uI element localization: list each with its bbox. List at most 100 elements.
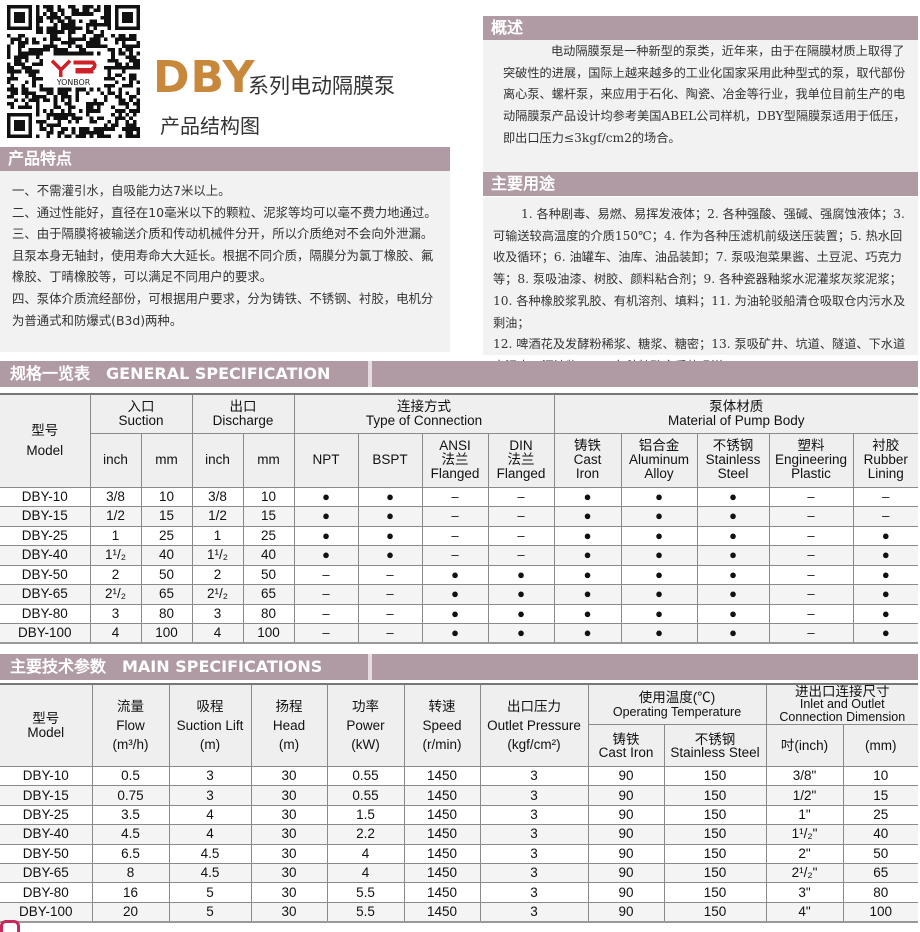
value-cell: 25 bbox=[842, 804, 919, 826]
qr-module bbox=[89, 109, 94, 113]
qr-module bbox=[68, 19, 72, 23]
qr-module bbox=[96, 37, 101, 41]
qr-module bbox=[118, 87, 123, 92]
qr-module bbox=[104, 66, 108, 70]
col-outlet-pressure: 出口压力 Outlet Pressure (kgf/cm²) bbox=[479, 683, 589, 767]
qr-module bbox=[71, 105, 76, 110]
qr-module bbox=[96, 33, 101, 38]
qr-module bbox=[96, 116, 101, 121]
value-cell: 65 bbox=[140, 584, 193, 605]
value-cell: 20 bbox=[91, 901, 170, 923]
col-speed: 转速 Speed (r/min) bbox=[403, 683, 481, 767]
header-cn: 铸铁 bbox=[612, 731, 640, 747]
qr-module bbox=[86, 130, 90, 135]
yonbor-logo-icon bbox=[50, 59, 97, 77]
qr-module bbox=[68, 15, 72, 20]
qr-module bbox=[10, 73, 15, 77]
qr-module bbox=[93, 19, 97, 23]
value-cell: 2" bbox=[765, 843, 844, 864]
qr-module bbox=[107, 84, 112, 88]
header-en: Cast Iron bbox=[598, 744, 654, 760]
qr-module bbox=[53, 112, 58, 117]
header-en: Type of Connection bbox=[365, 412, 483, 428]
qr-module bbox=[93, 8, 97, 13]
qr-module bbox=[136, 98, 140, 103]
main-spec-rows: DBY-10 0.5 3 30 0.55 1450 3 90 150 3/8" 10 DBY-15 0.… bbox=[0, 765, 919, 923]
unavailable-dash: – bbox=[487, 486, 555, 507]
value-cell: 1450 bbox=[403, 862, 481, 884]
qr-module bbox=[122, 66, 126, 70]
qr-module bbox=[107, 19, 112, 23]
qr-module bbox=[78, 87, 83, 92]
col-discharge-inch: inch bbox=[191, 432, 244, 488]
qr-module bbox=[75, 116, 79, 121]
value-cell: 4 bbox=[168, 804, 252, 826]
qr-module bbox=[86, 91, 90, 95]
qr-module bbox=[60, 109, 65, 113]
qr-module bbox=[114, 120, 119, 124]
qr-module bbox=[122, 116, 126, 121]
qr-module bbox=[46, 5, 51, 9]
qr-module bbox=[93, 37, 97, 41]
qr-module bbox=[125, 91, 130, 95]
qr-module bbox=[71, 127, 76, 131]
qr-module bbox=[89, 134, 94, 138]
value-cell: 90 bbox=[587, 882, 665, 903]
header-cn: 扬程 bbox=[275, 699, 303, 714]
value-cell: 4.5 bbox=[91, 824, 170, 845]
col-temperature: 使用温度(℃) Operating Temperature bbox=[587, 683, 767, 725]
header-unit: (kW) bbox=[351, 737, 380, 752]
available-dot: ● bbox=[852, 564, 919, 585]
qr-module bbox=[46, 15, 51, 20]
model-cell: DBY-80 bbox=[0, 603, 91, 624]
value-cell: 150 bbox=[663, 843, 767, 864]
value-cell: 1450 bbox=[403, 843, 481, 864]
qr-module bbox=[93, 109, 97, 113]
qr-module bbox=[7, 48, 11, 52]
qr-module bbox=[75, 134, 79, 138]
qr-module bbox=[118, 51, 123, 56]
available-dot: ● bbox=[293, 545, 359, 566]
unavailable-dash: – bbox=[768, 486, 854, 507]
col-discharge-mm: mm bbox=[242, 432, 295, 488]
qr-module bbox=[114, 58, 119, 63]
value-cell: 5 bbox=[168, 901, 252, 923]
qr-module bbox=[111, 76, 115, 81]
qr-module bbox=[64, 40, 69, 45]
qr-module bbox=[96, 8, 101, 13]
qr-module bbox=[57, 48, 61, 52]
header-divider bbox=[368, 361, 372, 387]
value-cell: 3 bbox=[479, 901, 589, 923]
qr-module bbox=[118, 116, 123, 121]
header-unit: (kgf/cm²) bbox=[507, 737, 561, 752]
overview-text: 电动隔膜泵是一种新型的泵类，近年来，由于在隔膜材质上取得了突破性的进展，国际上越… bbox=[483, 40, 918, 172]
qr-module bbox=[64, 51, 69, 56]
header-en: Speed bbox=[422, 718, 462, 733]
table-row: DBY-25 1 25 1 25 ● ● – – ● ● ● – ● bbox=[0, 525, 919, 546]
qr-module bbox=[35, 19, 40, 23]
qr-module bbox=[100, 91, 105, 95]
qr-module bbox=[28, 98, 33, 103]
unavailable-dash: – bbox=[421, 506, 489, 527]
value-cell: 4 bbox=[326, 843, 405, 864]
value-cell: 4.5 bbox=[168, 862, 252, 884]
qr-module bbox=[24, 58, 29, 63]
qr-module bbox=[100, 130, 105, 135]
qr-module bbox=[125, 55, 130, 59]
qr-module bbox=[17, 58, 22, 63]
qr-module bbox=[64, 116, 69, 121]
value-cell: 2¹/₂" bbox=[765, 862, 844, 884]
qr-module bbox=[132, 62, 137, 67]
qr-module bbox=[107, 73, 112, 77]
qr-module bbox=[57, 120, 61, 124]
qr-module bbox=[129, 66, 133, 70]
header-en: Suction bbox=[118, 412, 164, 428]
qr-module bbox=[53, 44, 58, 49]
qr-module bbox=[118, 94, 123, 99]
qr-module bbox=[71, 26, 76, 31]
unavailable-dash: – bbox=[357, 564, 423, 585]
qr-module bbox=[89, 87, 94, 92]
qr-module bbox=[132, 109, 137, 113]
header-cn: 转速 bbox=[428, 699, 456, 714]
qr-module bbox=[100, 102, 105, 106]
